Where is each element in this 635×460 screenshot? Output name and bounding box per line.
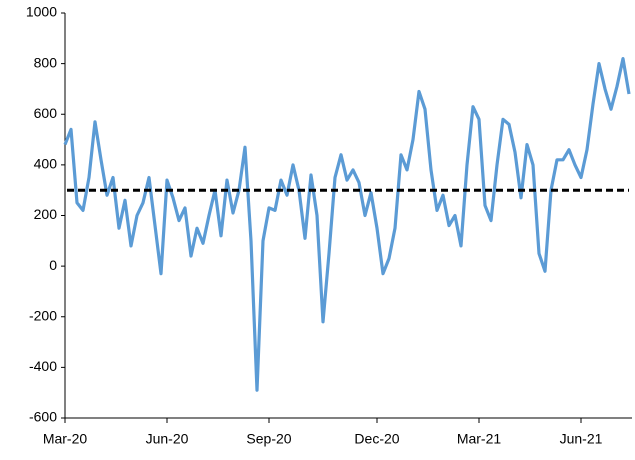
x-tick-label: Sep-20 (246, 431, 291, 447)
y-tick-label: 400 (34, 156, 58, 172)
y-tick-label: -600 (29, 409, 57, 425)
y-tick-label: -400 (29, 358, 57, 374)
x-tick-label: Jun-21 (560, 431, 603, 447)
x-tick-label: Mar-21 (457, 431, 502, 447)
y-tick-label: 600 (34, 105, 58, 121)
y-tick-label: -200 (29, 307, 57, 323)
x-tick-label: Dec-20 (354, 431, 399, 447)
y-tick-label: 0 (49, 257, 57, 273)
y-tick-label: 800 (34, 54, 58, 70)
y-tick-label: 200 (34, 206, 58, 222)
x-tick-label: Mar-20 (43, 431, 88, 447)
x-tick-label: Jun-20 (146, 431, 189, 447)
y-tick-label: 1000 (26, 4, 57, 20)
data-line (63, 57, 631, 392)
